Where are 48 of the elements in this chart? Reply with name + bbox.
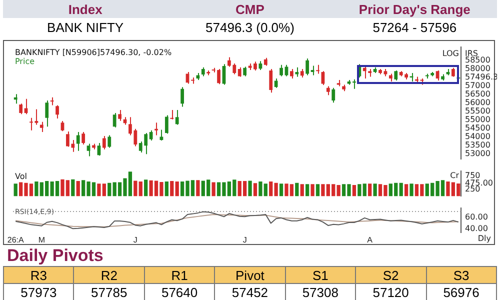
chart-title: BANKNIFTY [N59906]57496.30, -0.02%	[15, 48, 172, 57]
data-label: 57640	[144, 284, 215, 300]
y-tick-label: 53500	[465, 140, 490, 150]
y-tick-label: 750	[465, 171, 480, 180]
data-label: 57120	[356, 284, 426, 300]
y-tick-label: 53000	[465, 149, 490, 158]
category-label: R3	[4, 266, 74, 284]
y-tick-label: 56500	[465, 90, 490, 99]
y-tick-label: 58500	[465, 56, 490, 64]
category-label: S3	[426, 266, 496, 284]
data-label: 57452	[214, 284, 286, 300]
y-tick-label: 54000	[465, 132, 490, 142]
text: IRS	[465, 48, 478, 58]
category-label: R1	[144, 266, 215, 284]
category-label: S2	[356, 266, 426, 284]
x-tick-label: A	[367, 235, 374, 244]
text: BANK NIFTY	[46, 18, 125, 36]
y-tick-label: 57000	[465, 81, 490, 90]
y-tick-label: 58000	[465, 64, 490, 74]
y-tick-label: 250	[465, 184, 480, 194]
chart-title: Vol	[15, 172, 27, 181]
data-label: 57785	[74, 284, 144, 300]
text: 57264 - 57596	[372, 18, 458, 36]
text: 57496.3 (0.0%)	[204, 18, 296, 36]
category-label: S1	[285, 266, 356, 284]
data-label: 57973	[4, 284, 74, 300]
annotation: LOG	[442, 48, 459, 58]
data-label: 57308	[285, 284, 356, 300]
y-tick-label: 54500	[465, 124, 490, 133]
text: Price	[15, 56, 35, 66]
x-tick-label: M	[38, 235, 46, 244]
text: Dly	[478, 234, 492, 244]
y-tick-label: 60.00	[465, 212, 488, 222]
annotation: Cr	[450, 170, 460, 180]
y-tick-label: 40.00	[465, 224, 488, 233]
data-label: 56976	[426, 284, 496, 300]
category-label: CMP	[168, 0, 332, 18]
category-label: Index	[3, 0, 168, 18]
category-label: Prior Day's Range	[332, 0, 497, 18]
category-label: Pivot	[214, 266, 286, 284]
x-tick-label: J	[133, 235, 138, 244]
x-tick-label: 26:A	[7, 235, 24, 244]
category-label: R2	[74, 266, 144, 284]
y-tick-label: 55000	[465, 115, 490, 124]
text: Daily Pivots	[6, 246, 104, 266]
y-tick-label: 55500	[465, 106, 490, 116]
y-tick-label: 56000	[465, 98, 490, 108]
x-tick-label: J	[242, 235, 247, 244]
